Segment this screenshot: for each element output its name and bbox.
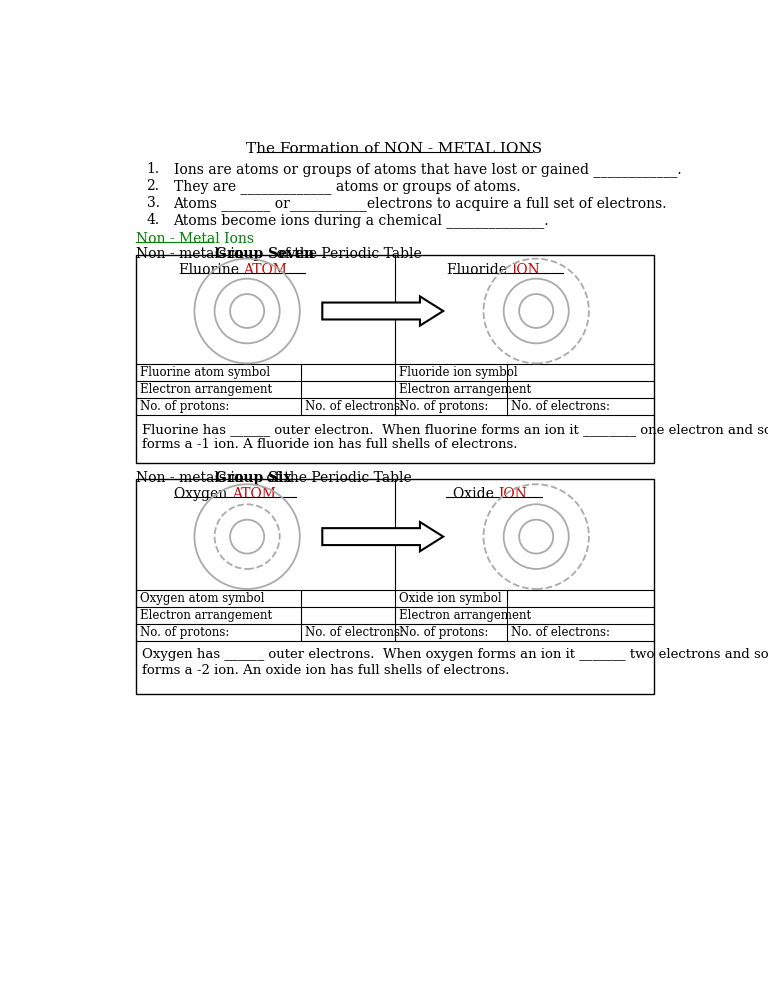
Text: No. of electrons:: No. of electrons: — [305, 625, 404, 638]
Text: Fluorine: Fluorine — [179, 262, 243, 276]
Text: ION: ION — [511, 262, 540, 276]
Text: 2.: 2. — [147, 179, 160, 194]
Text: Electron arrangement: Electron arrangement — [399, 383, 531, 396]
Text: Oxide ion symbol: Oxide ion symbol — [399, 591, 502, 604]
Text: Non - Metal Ions: Non - Metal Ions — [136, 232, 254, 246]
Text: No. of electrons:: No. of electrons: — [511, 400, 610, 413]
Text: No. of protons:: No. of protons: — [399, 400, 488, 413]
Text: Fluorine atom symbol: Fluorine atom symbol — [141, 366, 270, 379]
Text: The Formation of NON - METAL IONS: The Formation of NON - METAL IONS — [246, 141, 541, 156]
Text: Electron arrangement: Electron arrangement — [141, 383, 273, 396]
Text: Fluoride: Fluoride — [447, 262, 511, 276]
Text: ATOM: ATOM — [232, 487, 276, 501]
Text: Fluoride ion symbol: Fluoride ion symbol — [399, 366, 518, 379]
Text: Oxygen has ______ outer electrons.  When oxygen forms an ion it _______ two elec: Oxygen has ______ outer electrons. When … — [143, 648, 768, 661]
Text: No. of protons:: No. of protons: — [399, 625, 488, 638]
Text: No. of electrons:: No. of electrons: — [511, 625, 610, 638]
Bar — [136, 254, 654, 462]
Polygon shape — [323, 522, 443, 552]
Text: Atoms become ions during a chemical ______________.: Atoms become ions during a chemical ____… — [174, 214, 549, 228]
Bar — [136, 479, 654, 694]
Text: Fluorine has ______ outer electron.  When fluorine forms an ion it ________ one : Fluorine has ______ outer electron. When… — [143, 422, 768, 435]
Text: Electron arrangement: Electron arrangement — [141, 608, 273, 621]
Text: No. of protons:: No. of protons: — [141, 625, 230, 638]
Text: ATOM: ATOM — [243, 262, 287, 276]
Text: of the Periodic Table: of the Periodic Table — [272, 248, 422, 261]
Text: Electron arrangement: Electron arrangement — [399, 608, 531, 621]
Text: forms a -2 ion. An oxide ion has full shells of electrons.: forms a -2 ion. An oxide ion has full sh… — [143, 664, 510, 677]
Text: They are _____________ atoms or groups of atoms.: They are _____________ atoms or groups o… — [174, 179, 520, 194]
Text: No. of electrons:: No. of electrons: — [305, 400, 404, 413]
Text: forms a -1 ion. A fluoride ion has full shells of electrons.: forms a -1 ion. A fluoride ion has full … — [143, 438, 518, 451]
Text: Non - metals in: Non - metals in — [136, 471, 249, 485]
Polygon shape — [323, 296, 443, 326]
Text: Group Six: Group Six — [215, 471, 292, 485]
Text: 4.: 4. — [147, 214, 160, 228]
Text: ION: ION — [498, 487, 527, 501]
Text: 3.: 3. — [147, 196, 160, 211]
Text: Atoms _______ or___________electrons to acquire a full set of electrons.: Atoms _______ or___________electrons to … — [174, 196, 667, 211]
Text: Oxygen atom symbol: Oxygen atom symbol — [141, 591, 265, 604]
Text: of the Periodic Table: of the Periodic Table — [262, 471, 412, 485]
Text: No. of protons:: No. of protons: — [141, 400, 230, 413]
Text: Ions are atoms or groups of atoms that have lost or gained ____________.: Ions are atoms or groups of atoms that h… — [174, 162, 681, 177]
Text: Non - metals in: Non - metals in — [136, 248, 249, 261]
Text: Group Seven: Group Seven — [215, 248, 314, 261]
Text: 1.: 1. — [147, 162, 160, 176]
Text: Oxide: Oxide — [453, 487, 498, 501]
Text: Oxygen: Oxygen — [174, 487, 232, 501]
